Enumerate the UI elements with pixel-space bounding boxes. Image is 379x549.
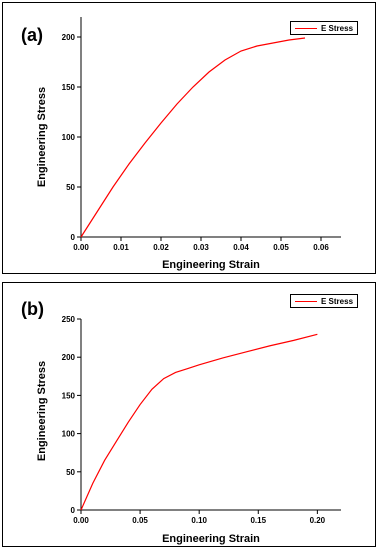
y-tick-label-a: 100 bbox=[62, 133, 76, 142]
y-tick-label-b: 200 bbox=[62, 353, 76, 362]
y-axis-label-a: Engineering Stress bbox=[36, 86, 48, 188]
y-tick-label-b: 0 bbox=[71, 506, 76, 515]
x-tick-label-a: 0.02 bbox=[153, 243, 169, 252]
y-tick-label-a: 50 bbox=[66, 183, 75, 192]
x-tick-label-a: 0.06 bbox=[313, 243, 329, 252]
x-tick-label-b: 0.10 bbox=[191, 516, 207, 525]
legend-b: E Stress bbox=[290, 294, 359, 308]
legend-a: E Stress bbox=[290, 21, 359, 35]
panel-label-a: (a) bbox=[21, 25, 43, 45]
chart-b-plot: 0.00 0.05 0.10 0.15 0.20 0 50 100 150 200 250 bbox=[62, 315, 341, 525]
x-tick-label-a: 0.04 bbox=[233, 243, 249, 252]
y-tick-label-b: 150 bbox=[62, 391, 76, 400]
y-tick-label-a: 150 bbox=[62, 83, 76, 92]
legend-swatch-a bbox=[295, 27, 317, 29]
y-tick-label-b: 50 bbox=[66, 468, 75, 477]
series-line-a bbox=[80, 37, 306, 238]
x-tick-label-a: 0.05 bbox=[273, 243, 289, 252]
x-tick-label-b: 0.05 bbox=[132, 516, 148, 525]
chart-a-plot: 0.00 0.01 0.02 0.03 0.04 0.05 0.06 0 50 100 150 200 bbox=[62, 17, 341, 252]
x-axis-label-a: Engineering Strain bbox=[162, 259, 260, 271]
x-tick-label-a: 0.00 bbox=[73, 243, 89, 252]
x-tick-label-b: 0.00 bbox=[73, 516, 89, 525]
panel-label-b: (b) bbox=[21, 299, 44, 319]
x-axis-label-b: Engineering Strain bbox=[162, 533, 260, 545]
legend-label-a: E Stress bbox=[321, 23, 354, 33]
y-tick-label-b: 100 bbox=[62, 430, 76, 439]
y-tick-label-a: 200 bbox=[62, 33, 76, 42]
series-line-b bbox=[80, 333, 318, 511]
x-tick-label-a: 0.01 bbox=[113, 243, 129, 252]
legend-swatch-b bbox=[295, 300, 317, 302]
x-tick-label-a: 0.03 bbox=[193, 243, 209, 252]
chart-panel-b: 0.00 0.05 0.10 0.15 0.20 0 50 100 150 200 250 (b) … bbox=[2, 282, 376, 547]
y-tick-label-a: 0 bbox=[71, 233, 76, 242]
y-tick-label-b: 250 bbox=[62, 315, 76, 324]
y-axis-label-b: Engineering Stress bbox=[36, 360, 48, 462]
x-tick-label-b: 0.20 bbox=[310, 516, 326, 525]
x-tick-label-b: 0.15 bbox=[250, 516, 266, 525]
chart-panel-a: 0.00 0.01 0.02 0.03 0.04 0.05 0.06 0 50 100 150 200… bbox=[2, 2, 376, 274]
legend-label-b: E Stress bbox=[321, 296, 354, 306]
